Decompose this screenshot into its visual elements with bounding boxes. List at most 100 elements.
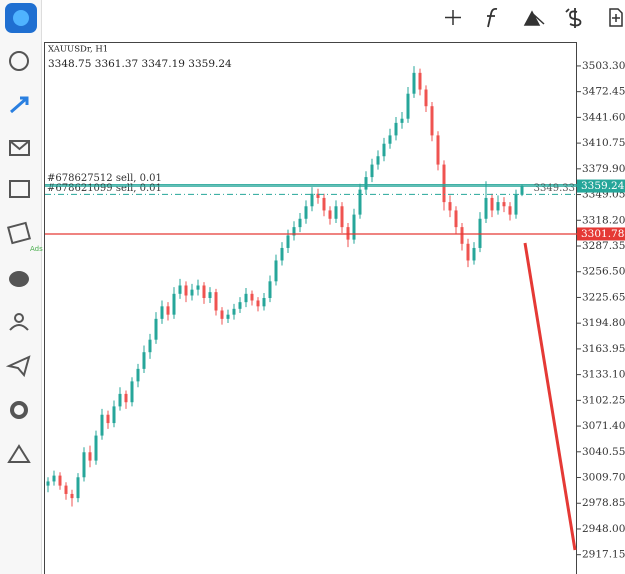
indicators-icon[interactable] [487, 7, 498, 28]
candle-body [388, 135, 392, 144]
candle-body [100, 414, 104, 436]
candle-body [250, 293, 254, 301]
candle-body [376, 156, 380, 165]
objects-icon[interactable] [523, 10, 545, 26]
new-order-icon[interactable] [609, 8, 623, 27]
plot [46, 66, 524, 507]
y-tick-label: 3225.65 [582, 291, 625, 303]
y-tick-label: 2978.85 [582, 497, 625, 509]
candle-body [112, 406, 116, 424]
chat-icon[interactable] [9, 271, 29, 287]
y-tick-label: 2917.15 [582, 549, 625, 561]
candle-body [520, 186, 524, 195]
candle-body [514, 194, 518, 215]
mail-icon[interactable] [9, 140, 30, 156]
y-tick-label: 3503.30 [582, 60, 625, 72]
y-tick-label: 3071.40 [582, 420, 625, 432]
candle-body [370, 164, 374, 178]
y-tick-label: 3379.90 [582, 163, 625, 175]
community-icon[interactable] [14, 313, 24, 323]
candle-body [124, 393, 128, 403]
calendar-icon[interactable] [7, 221, 31, 245]
candle-body [454, 210, 458, 228]
candle-body [94, 435, 98, 461]
y-tick-label: 3194.80 [582, 317, 625, 329]
candle-body [328, 210, 332, 219]
candle-body [136, 368, 140, 382]
order-price: 3349.33 [534, 183, 575, 194]
chart-frame [44, 42, 577, 574]
candle-body [148, 339, 152, 353]
candle-body [238, 302, 242, 309]
candle-body [448, 202, 452, 211]
y-tick-label: 3009.70 [582, 472, 625, 484]
order-label: #678627512 sell, 0.01 [47, 173, 162, 184]
candle-body [442, 164, 446, 203]
candle-body [214, 292, 218, 311]
candle-body [274, 260, 278, 282]
logo-mark [13, 10, 29, 26]
candle-body [166, 306, 170, 315]
y-tick-label: 3256.50 [582, 266, 625, 278]
candle-body [382, 143, 386, 157]
candle-body [298, 218, 302, 228]
candle-body [292, 227, 296, 236]
candle-body [322, 197, 326, 211]
candle-body [484, 197, 488, 219]
candle-body [262, 297, 266, 307]
candle-body [430, 106, 434, 136]
candle-body [358, 189, 362, 215]
candle-body [226, 314, 230, 319]
candle-body [334, 206, 338, 219]
candle-body [130, 381, 134, 403]
candle-body [58, 475, 62, 486]
trader-icon[interactable] [7, 444, 31, 463]
y-tick-label: 3133.10 [582, 369, 625, 381]
candle-body [76, 477, 80, 499]
candle-body [412, 72, 416, 94]
y-tick-label: 3163.95 [582, 343, 625, 355]
telegram-icon[interactable] [5, 355, 31, 378]
crosshair-icon[interactable] [445, 10, 461, 25]
candle-body [508, 206, 512, 215]
candle-body [364, 177, 368, 190]
settings-icon[interactable] [10, 401, 28, 419]
candle-body [316, 193, 320, 198]
candle-body [208, 292, 212, 298]
candle-body [418, 72, 422, 90]
trend-arrow [523, 242, 577, 551]
order-label: #678621099 sell, 0.01 [47, 183, 162, 194]
candle-body [154, 318, 158, 340]
candle-body [202, 285, 206, 298]
price-box-label: 3301.78 [581, 228, 624, 240]
y-tick-label: 3040.55 [582, 446, 625, 458]
candle-body [394, 122, 398, 136]
candle-body [46, 481, 50, 486]
price-box [577, 227, 625, 241]
candle-body [232, 308, 236, 315]
candle-body [178, 285, 182, 294]
candle-body [496, 202, 500, 211]
candle-body [220, 310, 224, 319]
candle-body [88, 452, 92, 461]
candle-body [172, 293, 176, 315]
candle-body [502, 202, 506, 207]
news-icon[interactable] [9, 180, 30, 198]
community-base [9, 324, 29, 331]
chart-icon[interactable] [10, 96, 29, 114]
candle-body [160, 306, 164, 319]
mail-flap [9, 140, 30, 151]
candle-body [490, 197, 494, 211]
candle-body [190, 289, 194, 296]
candle-body [310, 193, 314, 207]
candle-body [82, 452, 86, 478]
y-tick-label: 3472.45 [582, 86, 625, 98]
candle-body [436, 135, 440, 165]
quotes-icon[interactable] [9, 51, 29, 71]
y-tick-label: 3441.60 [582, 111, 625, 123]
candle-body [424, 89, 428, 107]
symbol: XAUUSDr, H1 [48, 45, 108, 55]
trade-icon[interactable] [565, 8, 582, 28]
candle-body [52, 475, 56, 482]
